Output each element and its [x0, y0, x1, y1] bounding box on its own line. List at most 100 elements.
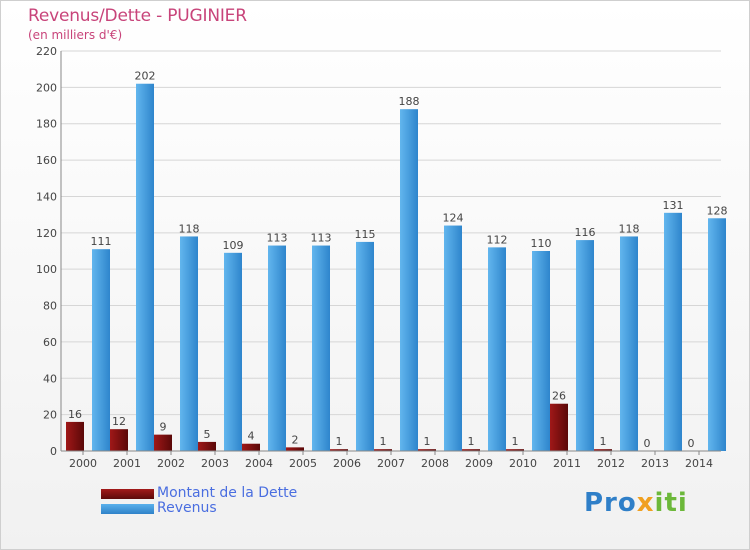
legend-item-revenue: Revenus — [101, 501, 297, 516]
legend-swatch-revenue — [101, 503, 154, 514]
legend-swatch-debt — [101, 488, 154, 499]
debt-bar — [374, 449, 392, 451]
debt-bar — [154, 434, 172, 451]
debt-bar — [550, 403, 568, 451]
x-tick-label: 2000 — [69, 457, 97, 470]
revenue-bar — [180, 236, 198, 451]
revenue-bar — [532, 251, 550, 451]
x-tick-label: 2006 — [333, 457, 361, 470]
revenue-bar — [708, 218, 726, 451]
legend-item-debt: Montant de la Dette — [101, 486, 297, 501]
x-tick-label: 2004 — [245, 457, 273, 470]
y-tick-label: 80 — [43, 300, 57, 313]
revenue-bar — [400, 109, 418, 451]
debt-bar — [330, 449, 348, 451]
debt-bar-label: 1 — [336, 435, 343, 448]
debt-bar-label: 2 — [292, 433, 299, 446]
debt-bar — [110, 429, 128, 451]
debt-bar-label: 1 — [424, 435, 431, 448]
y-tick-label: 100 — [36, 263, 57, 276]
legend: Montant de la Dette Revenus — [101, 486, 297, 516]
x-tick-labels: 2000 2001 2002 2003 2004 2005 2006 2007 2008 2009… — [69, 451, 713, 470]
y-tick-label: 20 — [43, 409, 57, 422]
debt-bar — [66, 421, 84, 451]
debt-bar-label: 1 — [600, 435, 607, 448]
revenue-bar-label: 110 — [531, 237, 552, 250]
debt-bar — [594, 449, 612, 451]
debt-bar-label: 0 — [688, 437, 695, 450]
revenue-bar-label: 202 — [135, 70, 156, 83]
revenue-bar-label: 124 — [443, 212, 464, 225]
debt-bar-label: 26 — [552, 390, 566, 403]
x-tick-label: 2013 — [641, 457, 669, 470]
debt-bar-label: 5 — [204, 428, 211, 441]
revenue-bar-label: 109 — [223, 239, 244, 252]
revenue-bar-label: 111 — [91, 235, 112, 248]
x-tick-label: 2012 — [597, 457, 625, 470]
y-tick-label: 200 — [36, 81, 57, 94]
y-tick-label: 180 — [36, 118, 57, 131]
grid-lines — [61, 50, 721, 452]
legend-label-revenue: Revenus — [157, 500, 217, 516]
revenue-bar — [312, 245, 330, 451]
y-tick-label: 0 — [50, 445, 57, 458]
revenue-bar — [268, 245, 286, 451]
x-tick-label: 2002 — [157, 457, 185, 470]
y-tick-label: 60 — [43, 336, 57, 349]
revenue-bar — [356, 241, 374, 451]
debt-bar — [242, 443, 260, 451]
chart-title: Revenus/Dette - PUGINIER — [28, 6, 247, 26]
debt-bar — [506, 449, 524, 451]
proxiti-logo: Proxiti — [584, 488, 688, 518]
x-tick-label: 2001 — [113, 457, 141, 470]
revenue-bar — [136, 83, 154, 452]
revenue-bar-label: 112 — [487, 233, 508, 246]
logo-part-3: iti — [654, 488, 688, 518]
debt-bar-label: 0 — [644, 437, 651, 450]
debt-bar-label: 9 — [160, 421, 167, 434]
revenue-bar — [444, 225, 462, 451]
data-labels: 1611112202911851094113211311151188112411… — [68, 70, 728, 450]
logo-part-1: Pro — [584, 488, 637, 518]
revenue-bar — [224, 252, 242, 451]
x-tick-label: 2009 — [465, 457, 493, 470]
revenue-bar — [488, 247, 506, 451]
revenue-bar-label: 118 — [619, 222, 640, 235]
y-tick-labels: 0 20 40 60 80 100 120 140 160 180 200 220 — [36, 45, 57, 458]
debt-bar-label: 16 — [68, 408, 82, 421]
x-tick-label: 2007 — [377, 457, 405, 470]
revenue-bar — [576, 240, 594, 451]
debt-bar — [286, 447, 304, 451]
x-tick-label: 2003 — [201, 457, 229, 470]
x-tick-label: 2010 — [509, 457, 537, 470]
y-tick-label: 40 — [43, 372, 57, 385]
revenue-bar-label: 118 — [179, 222, 200, 235]
debt-bar-label: 4 — [248, 430, 255, 443]
y-tick-label: 120 — [36, 227, 57, 240]
debt-bar-label: 12 — [112, 415, 126, 428]
revenue-bar-label: 115 — [355, 228, 376, 241]
revenue-bar-label: 128 — [707, 204, 728, 217]
revenue-bar — [664, 212, 682, 451]
revenue-bar-label: 113 — [311, 232, 332, 245]
debt-bar-label: 1 — [468, 435, 475, 448]
x-tick-label: 2008 — [421, 457, 449, 470]
debt-bar — [198, 441, 216, 451]
x-tick-label: 2005 — [289, 457, 317, 470]
x-tick-label: 2011 — [553, 457, 581, 470]
debt-bar — [462, 449, 480, 451]
revenue-bar-label: 131 — [663, 199, 684, 212]
debt-bar-label: 1 — [512, 435, 519, 448]
revenue-bar — [620, 236, 638, 451]
bars — [66, 83, 726, 452]
x-tick-label: 2014 — [685, 457, 713, 470]
logo-part-2: x — [636, 488, 655, 518]
y-tick-label: 140 — [36, 190, 57, 203]
revenue-bar-label: 116 — [575, 226, 596, 239]
legend-label-debt: Montant de la Dette — [157, 485, 298, 501]
revenue-bar — [92, 249, 110, 451]
y-tick-label: 220 — [36, 45, 57, 58]
debt-bar — [418, 449, 436, 451]
chart-subtitle: (en milliers d'€) — [28, 28, 123, 42]
